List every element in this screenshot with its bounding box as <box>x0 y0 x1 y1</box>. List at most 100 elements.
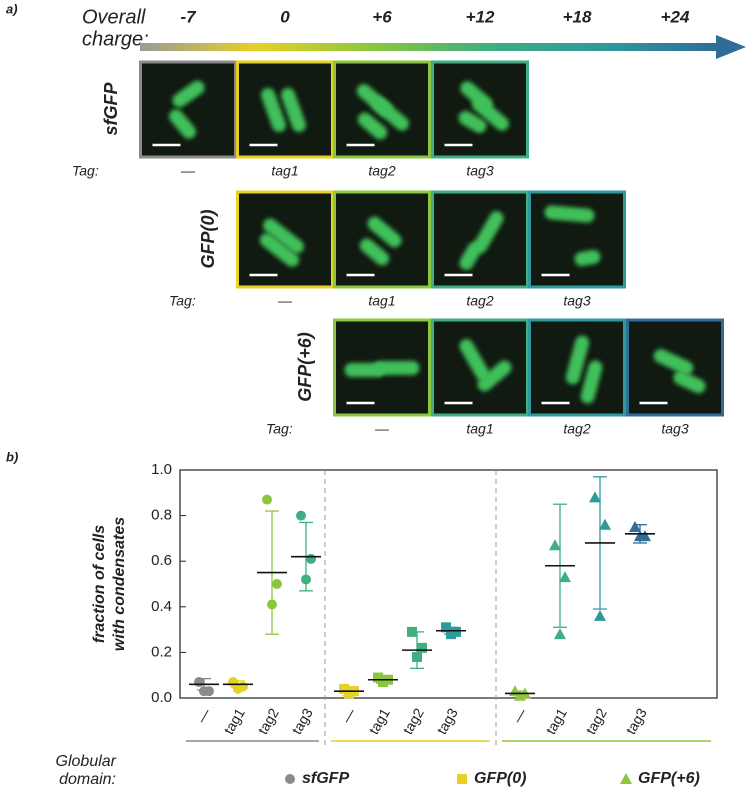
legend-title: Globular <box>56 753 117 770</box>
tag-label: tag2 <box>563 421 590 437</box>
micrograph <box>626 318 724 417</box>
cell <box>544 205 595 223</box>
x-tick-label: tag1 <box>365 705 393 737</box>
point <box>306 553 316 564</box>
cell <box>357 112 388 140</box>
y-tick-label: 0.8 <box>151 507 172 524</box>
cell <box>472 97 509 131</box>
x-tick-label: — <box>509 705 530 725</box>
micrograph <box>236 60 334 159</box>
row-label: GFP(+6) <box>295 332 315 402</box>
cell <box>565 335 590 385</box>
point <box>589 491 601 503</box>
cell <box>169 109 196 139</box>
micrograph <box>528 190 626 289</box>
y-tick-label: 0.0 <box>151 689 172 706</box>
tag-label: — <box>374 421 390 437</box>
tag-label: tag2 <box>368 163 395 179</box>
charge-label: 0 <box>280 7 290 26</box>
legend-label: GFP(+6) <box>638 770 700 787</box>
micrograph <box>333 318 431 417</box>
row-label: GFP(0) <box>198 209 218 268</box>
micrograph <box>139 60 237 159</box>
x-tick-label: tag1 <box>542 705 570 737</box>
legend-label: GFP(0) <box>474 770 526 787</box>
legend-marker <box>285 774 295 784</box>
x-tick-label: tag2 <box>582 705 610 737</box>
y-tick-label: 1.0 <box>151 461 172 478</box>
charge-arrow <box>140 43 720 51</box>
row-label: sfGFP <box>101 82 121 136</box>
cell <box>574 249 601 267</box>
micrograph-frame <box>528 190 626 289</box>
cell <box>367 216 402 248</box>
micrograph <box>236 190 334 289</box>
x-tick-label: tag2 <box>254 705 282 737</box>
tag-label: tag2 <box>466 293 493 309</box>
point <box>417 642 427 653</box>
charge-label: +6 <box>372 7 392 26</box>
point <box>233 683 243 694</box>
point <box>599 518 611 530</box>
point <box>262 494 272 505</box>
micrograph-frame <box>333 190 431 289</box>
point <box>549 539 561 551</box>
cell <box>477 360 512 392</box>
cell <box>263 218 304 254</box>
legend-marker <box>457 774 467 784</box>
tag-label: tag1 <box>368 293 395 309</box>
point <box>594 609 606 621</box>
y-axis-label: with condensates <box>111 517 128 651</box>
cell <box>172 80 205 108</box>
charge-label: +18 <box>563 7 592 26</box>
charge-label: +24 <box>661 7 690 26</box>
micrograph <box>431 190 529 289</box>
point <box>267 599 277 610</box>
panel-label: a) <box>6 1 18 16</box>
micrograph <box>333 60 431 159</box>
point <box>301 574 311 585</box>
point <box>199 686 209 697</box>
tag-label: — <box>277 293 293 309</box>
cell <box>459 339 490 381</box>
cell <box>673 370 706 394</box>
tag-label: tag1 <box>466 421 493 437</box>
cell <box>459 242 482 270</box>
point <box>378 677 388 688</box>
tag-label: tag3 <box>563 293 590 309</box>
tag-label: tag3 <box>661 421 688 437</box>
point <box>344 688 354 699</box>
cell <box>281 87 306 133</box>
tag-label: — <box>180 163 196 179</box>
plot-frame <box>179 469 718 699</box>
point <box>634 530 646 542</box>
y-axis-label: fraction of cells <box>91 525 108 643</box>
x-tick-label: tag2 <box>399 705 427 737</box>
cell <box>653 349 694 375</box>
charge-label: -7 <box>180 7 197 26</box>
micrograph-frame <box>333 60 431 159</box>
cell <box>473 211 504 253</box>
cell <box>373 361 420 375</box>
y-tick-label: 0.2 <box>151 643 172 660</box>
micrograph-frame <box>236 60 334 159</box>
micrograph <box>431 318 529 417</box>
charge-title: charge: <box>82 28 149 50</box>
micrograph <box>431 60 529 159</box>
tag-title: Tag: <box>72 163 99 179</box>
cell <box>259 233 300 267</box>
point <box>446 629 456 640</box>
micrograph <box>528 318 626 417</box>
point <box>194 677 204 688</box>
point <box>554 628 566 640</box>
tag-title: Tag: <box>266 421 293 437</box>
cell <box>458 111 487 133</box>
point <box>514 689 526 701</box>
x-tick-label: tag1 <box>220 705 248 737</box>
point <box>559 571 571 583</box>
x-tick-label: tag3 <box>288 705 316 737</box>
cell <box>261 87 286 133</box>
y-tick-label: 0.4 <box>151 598 172 615</box>
x-tick-label: tag3 <box>433 705 461 737</box>
micrograph-frame <box>139 60 237 159</box>
